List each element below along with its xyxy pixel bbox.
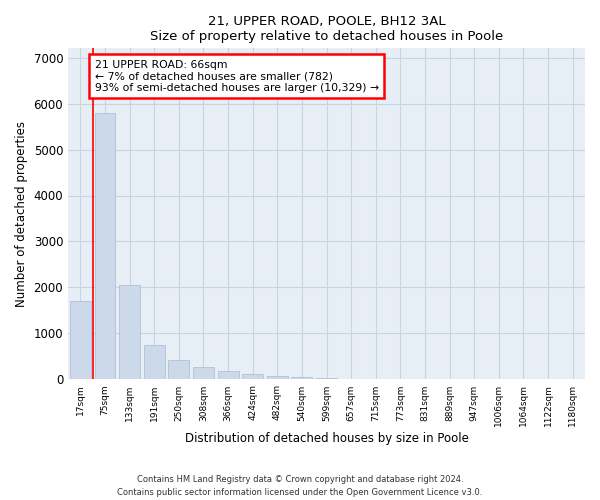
Bar [193,368,214,380]
Bar [267,376,288,380]
Bar [144,345,164,380]
Text: Contains HM Land Registry data © Crown copyright and database right 2024.
Contai: Contains HM Land Registry data © Crown c… [118,475,482,497]
Text: 21 UPPER ROAD: 66sqm
← 7% of detached houses are smaller (782)
93% of semi-detac: 21 UPPER ROAD: 66sqm ← 7% of detached ho… [95,60,379,93]
Y-axis label: Number of detached properties: Number of detached properties [15,121,28,307]
Bar [218,372,239,380]
Bar [242,374,263,380]
Title: 21, UPPER ROAD, POOLE, BH12 3AL
Size of property relative to detached houses in : 21, UPPER ROAD, POOLE, BH12 3AL Size of … [150,15,503,43]
Bar [119,285,140,380]
Bar [70,302,91,380]
Bar [292,377,313,380]
Bar [316,378,337,380]
Bar [95,112,115,380]
Bar [341,378,362,380]
Bar [169,360,189,380]
X-axis label: Distribution of detached houses by size in Poole: Distribution of detached houses by size … [185,432,469,445]
